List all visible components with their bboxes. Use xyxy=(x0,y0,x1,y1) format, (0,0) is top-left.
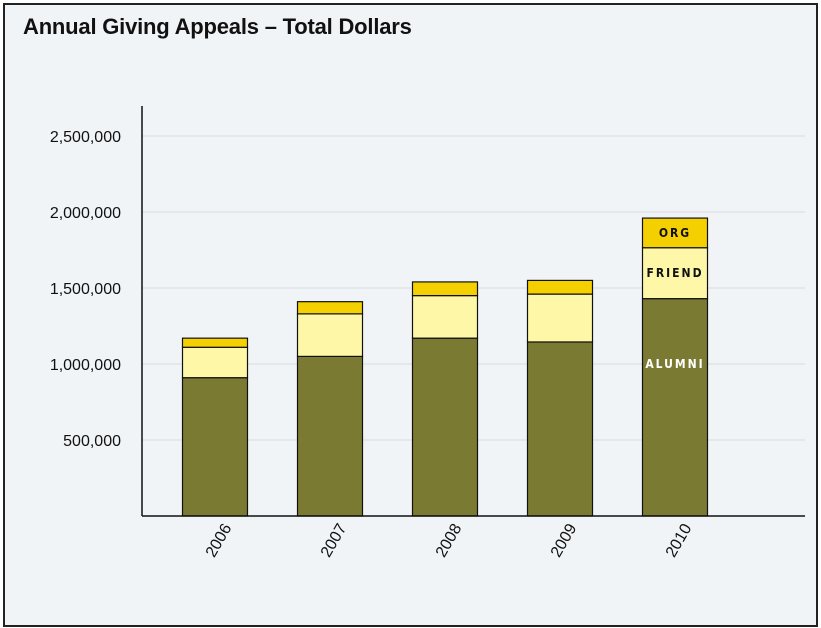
bar-segment-org xyxy=(641,217,709,249)
bar-segment-org xyxy=(296,301,364,315)
x-tick-label: 2006 xyxy=(203,521,236,560)
y-tick-label: 500,000 xyxy=(63,433,121,450)
bar-segment-alumni xyxy=(181,377,249,517)
bar-segment-alumni xyxy=(526,341,594,517)
y-tick-label: 1,000,000 xyxy=(50,357,121,374)
bar-segment-alumni xyxy=(411,337,479,517)
series-label-friend: FRIEND xyxy=(646,266,703,280)
bar-segment-friend xyxy=(411,295,479,339)
bar-segment-alumni xyxy=(296,355,364,517)
bar-segment-friend xyxy=(296,313,364,357)
bar-segment-alumni xyxy=(641,298,709,517)
bar-segment-friend xyxy=(526,293,594,343)
chart-title: Annual Giving Appeals – Total Dollars xyxy=(23,14,412,39)
bar-segment-org xyxy=(411,281,479,297)
bar-segment-friend xyxy=(181,346,249,379)
bar-segment-org xyxy=(526,279,594,295)
series-label-org: ORG xyxy=(659,226,691,240)
y-tick-label: 2,500,000 xyxy=(50,129,121,146)
x-tick-label: 2007 xyxy=(318,521,351,560)
x-tick-label: 2009 xyxy=(548,521,581,560)
x-tick-label: 2010 xyxy=(663,521,696,560)
y-tick-label: 2,000,000 xyxy=(50,205,121,222)
bar-segment-friend xyxy=(641,247,709,300)
x-tick-label: 2008 xyxy=(433,521,466,560)
series-label-alumni: ALUMNI xyxy=(645,357,704,371)
bar-segment-org xyxy=(181,337,249,348)
y-tick-label: 1,500,000 xyxy=(50,281,121,298)
